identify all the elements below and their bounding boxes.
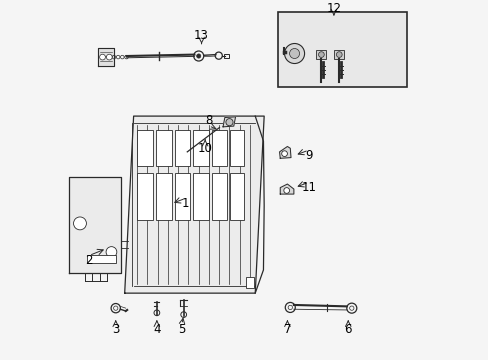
Circle shape: [281, 151, 287, 157]
Circle shape: [106, 54, 112, 60]
Circle shape: [289, 49, 299, 59]
Circle shape: [106, 247, 117, 257]
Text: 9: 9: [305, 149, 312, 162]
Text: 4: 4: [153, 324, 160, 337]
Circle shape: [318, 52, 324, 58]
Bar: [230, 130, 244, 166]
Polygon shape: [98, 48, 114, 66]
Bar: [193, 173, 209, 220]
Polygon shape: [223, 117, 235, 127]
Bar: [316, 50, 325, 59]
Polygon shape: [124, 116, 264, 293]
Circle shape: [336, 52, 342, 58]
Text: 5: 5: [178, 324, 185, 337]
Bar: [246, 277, 254, 288]
Bar: [174, 130, 190, 166]
Bar: [156, 173, 172, 220]
Text: 12: 12: [326, 2, 341, 15]
Polygon shape: [69, 177, 121, 274]
Circle shape: [284, 44, 304, 63]
Text: 3: 3: [112, 324, 119, 337]
Circle shape: [225, 118, 233, 126]
Bar: [224, 54, 228, 58]
Text: 6: 6: [344, 324, 351, 337]
Polygon shape: [279, 147, 290, 158]
Text: 7: 7: [283, 324, 290, 337]
Bar: [137, 173, 153, 220]
Circle shape: [196, 54, 201, 58]
Circle shape: [283, 188, 289, 193]
Bar: [174, 173, 190, 220]
Text: 2: 2: [85, 255, 93, 267]
Bar: [211, 130, 227, 166]
Text: 10: 10: [197, 142, 212, 155]
Bar: [193, 130, 209, 166]
Bar: [211, 173, 227, 220]
Bar: [87, 255, 116, 263]
Bar: [137, 130, 153, 166]
Polygon shape: [280, 184, 293, 194]
Circle shape: [73, 217, 86, 230]
Bar: [334, 50, 344, 59]
Bar: [230, 173, 244, 220]
Bar: [156, 130, 172, 166]
Text: 13: 13: [194, 29, 208, 42]
Text: 8: 8: [204, 114, 212, 127]
Bar: [278, 12, 407, 87]
Circle shape: [100, 54, 105, 60]
Text: 1: 1: [182, 197, 189, 210]
Text: 11: 11: [301, 181, 316, 194]
